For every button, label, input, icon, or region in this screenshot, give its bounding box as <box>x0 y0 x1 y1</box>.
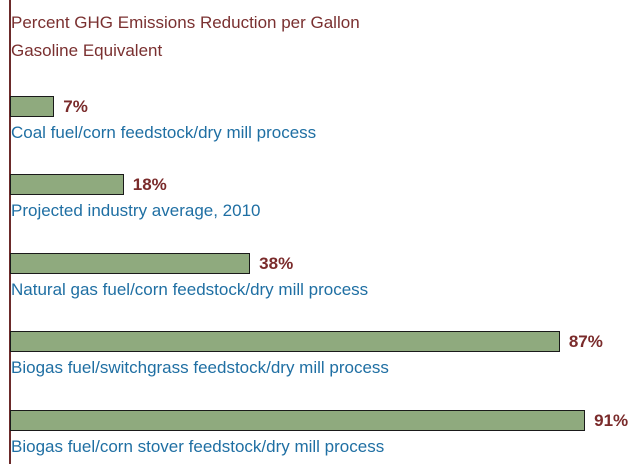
value-label: 38% <box>259 253 294 273</box>
category-label: Coal fuel/corn feedstock/dry mill proces… <box>11 123 317 142</box>
axis-line <box>9 0 11 464</box>
value-label: 91% <box>594 410 629 430</box>
bar <box>10 252 251 274</box>
category-label: Natural gas fuel/corn feedstock/dry mill… <box>11 279 369 299</box>
value-label: 87% <box>568 332 603 352</box>
bar <box>10 96 55 117</box>
value-label: 18% <box>132 175 167 195</box>
value-label: 7% <box>63 97 88 116</box>
bar <box>10 409 586 431</box>
bar <box>10 331 560 353</box>
bar <box>10 174 124 196</box>
category-label: Biogas fuel/switchgrass feedstock/dry mi… <box>11 358 389 378</box>
category-label: Projected industry average, 2010 <box>11 201 261 221</box>
category-label: Biogas fuel/corn stover feedstock/dry mi… <box>11 436 385 456</box>
chart-title: Percent GHG Emissions Reduction per Gall… <box>11 13 360 60</box>
